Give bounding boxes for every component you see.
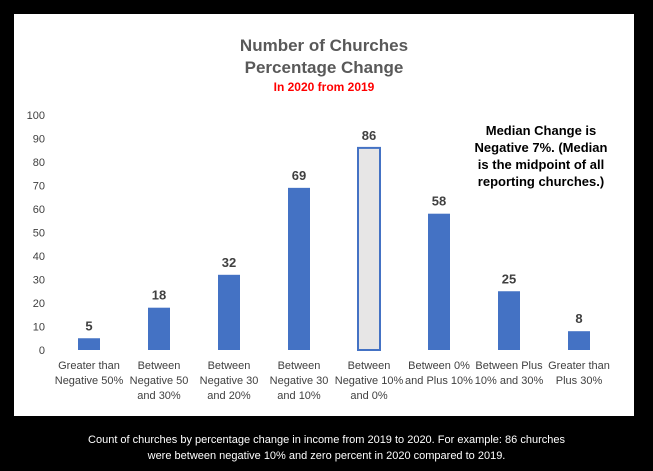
- bar: [428, 213, 450, 350]
- data-label: 8: [575, 311, 582, 326]
- x-tick-label: Negative 50%: [55, 375, 124, 387]
- x-tick-label: and 10%: [277, 390, 321, 402]
- x-tick-label: 10% and 30%: [475, 375, 544, 387]
- data-labels: 5 18 32 69 86 58 25 8: [85, 128, 582, 333]
- y-axis: 0 10 20 30 40 50 60 70 80 90 100: [27, 110, 45, 357]
- y-tick-label: 60: [33, 204, 45, 216]
- x-tick-label: Between: [208, 360, 251, 372]
- bar: [357, 146, 381, 351]
- x-tick-label: Negative 30: [200, 375, 259, 387]
- annotation-line: Negative 7%. (Median: [474, 140, 608, 155]
- bars: [78, 146, 590, 351]
- annotation-line: is the midpoint of all: [477, 157, 605, 172]
- x-tick-label: Between Plus: [475, 360, 543, 372]
- y-tick-label: 100: [27, 110, 45, 122]
- data-label: 69: [292, 168, 306, 183]
- y-tick-label: 80: [33, 157, 45, 169]
- x-tick-label: Plus 30%: [556, 375, 603, 387]
- chart-title-line-1: Number of Churches: [239, 36, 409, 55]
- y-tick-label: 90: [33, 134, 45, 146]
- chart-area: Number of Churches Percentage Change In …: [14, 14, 634, 416]
- x-tick-label: Between: [138, 360, 181, 372]
- data-label: 86: [362, 128, 376, 143]
- data-label: 18: [152, 288, 166, 303]
- x-tick-label: and 0%: [350, 390, 388, 402]
- chart-title-line-2: Percentage Change: [244, 58, 404, 77]
- bar: [218, 274, 240, 350]
- data-label: 58: [432, 194, 446, 209]
- x-tick-label: Negative 50: [130, 375, 189, 387]
- caption-line: Count of churches by percentage change i…: [88, 434, 565, 446]
- y-tick-label: 70: [33, 181, 45, 193]
- bar: [498, 291, 520, 350]
- data-label: 25: [502, 271, 516, 286]
- x-tick-label: and Plus 10%: [405, 375, 473, 387]
- annotation-line: Median Change is: [485, 123, 597, 138]
- median-annotation: Median Change is Negative 7%. (Median is…: [466, 122, 616, 190]
- y-tick-label: 10: [33, 322, 45, 334]
- y-tick-label: 0: [39, 345, 45, 357]
- x-tick-label: Between: [278, 360, 321, 372]
- caption-line: were between negative 10% and zero perce…: [147, 450, 506, 462]
- x-tick-label: and 30%: [137, 390, 181, 402]
- y-tick-label: 30: [33, 275, 45, 287]
- x-tick-label: Greater than: [548, 360, 610, 372]
- y-tick-label: 40: [33, 251, 45, 263]
- y-tick-label: 20: [33, 298, 45, 310]
- bar: [78, 338, 100, 350]
- bar: [288, 187, 310, 350]
- data-label: 5: [85, 318, 92, 333]
- x-tick-label: Between 0%: [408, 360, 470, 372]
- bar: [148, 307, 170, 350]
- data-label: 32: [222, 255, 236, 270]
- bar: [568, 331, 590, 350]
- chart-caption: Count of churches by percentage change i…: [0, 432, 653, 464]
- bar-chart: 0 10 20 30 40 50 60 70 80 90 100 5 18 32 69 86 58 25 8 Gr…: [27, 110, 610, 402]
- annotation-line: reporting churches.): [477, 174, 605, 189]
- x-tick-label: Negative 30: [270, 375, 329, 387]
- chart-subtitle: In 2020 from 2019: [273, 80, 375, 94]
- x-tick-label: Greater than: [58, 360, 120, 372]
- x-tick-label: Between: [348, 360, 391, 372]
- y-tick-label: 50: [33, 228, 45, 240]
- x-tick-label: and 20%: [207, 390, 251, 402]
- x-tick-label: Negative 10%: [335, 375, 404, 387]
- x-axis: Greater than Negative 50% Between Negative …: [55, 360, 610, 402]
